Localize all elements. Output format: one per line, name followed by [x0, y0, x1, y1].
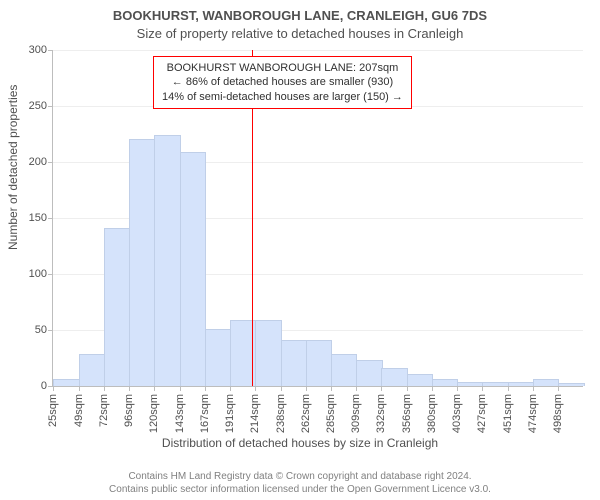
- xtick-mark: [533, 386, 534, 391]
- xtick-label: 25sqm: [47, 394, 59, 427]
- xtick-mark: [508, 386, 509, 391]
- ytick-mark: [48, 274, 53, 275]
- xtick-label: 167sqm: [199, 394, 211, 433]
- footer: Contains HM Land Registry data © Crown c…: [0, 470, 600, 496]
- xtick-label: 96sqm: [123, 394, 135, 427]
- xtick-label: 403sqm: [451, 394, 463, 433]
- histogram-bar: [129, 139, 155, 386]
- ytick-mark: [48, 386, 53, 387]
- histogram-bar: [53, 379, 79, 386]
- ytick-label: 250: [29, 100, 47, 112]
- ytick-mark: [48, 50, 53, 51]
- chart-plot-area: 05010015020025030025sqm49sqm72sqm96sqm12…: [52, 50, 583, 387]
- histogram-bar: [255, 320, 281, 386]
- xtick-mark: [180, 386, 181, 391]
- ytick-label: 200: [29, 156, 47, 168]
- histogram-bar: [356, 360, 382, 386]
- xtick-mark: [558, 386, 559, 391]
- xtick-mark: [457, 386, 458, 391]
- xtick-mark: [129, 386, 130, 391]
- xtick-mark: [79, 386, 80, 391]
- ytick-label: 100: [29, 268, 47, 280]
- xtick-mark: [306, 386, 307, 391]
- ytick-label: 50: [35, 324, 47, 336]
- xtick-mark: [407, 386, 408, 391]
- histogram-bar: [331, 354, 357, 386]
- ytick-label: 0: [41, 380, 47, 392]
- xtick-label: 498sqm: [552, 394, 564, 433]
- xtick-label: 191sqm: [224, 394, 236, 433]
- xtick-mark: [482, 386, 483, 391]
- histogram-bar: [533, 379, 559, 386]
- xtick-mark: [230, 386, 231, 391]
- ytick-label: 300: [29, 44, 47, 56]
- xtick-label: 120sqm: [148, 394, 160, 433]
- histogram-bar: [482, 382, 508, 386]
- info-box-line2: ← 86% of detached houses are smaller (93…: [162, 75, 403, 89]
- xtick-mark: [281, 386, 282, 391]
- histogram-bar: [281, 340, 307, 386]
- xtick-mark: [154, 386, 155, 391]
- info-box: BOOKHURST WANBOROUGH LANE: 207sqm ← 86% …: [153, 56, 412, 109]
- chart-title-line1: BOOKHURST, WANBOROUGH LANE, CRANLEIGH, G…: [0, 8, 600, 23]
- xtick-mark: [381, 386, 382, 391]
- histogram-bar: [205, 329, 231, 386]
- histogram-bar: [306, 340, 332, 386]
- xtick-mark: [104, 386, 105, 391]
- histogram-bar: [508, 382, 534, 386]
- xtick-mark: [205, 386, 206, 391]
- chart-title-line2: Size of property relative to detached ho…: [0, 26, 600, 41]
- ytick-mark: [48, 106, 53, 107]
- histogram-bar: [407, 374, 433, 386]
- histogram-bar: [104, 228, 130, 386]
- xtick-mark: [356, 386, 357, 391]
- grid-line: [53, 50, 583, 51]
- histogram-bar: [558, 383, 584, 386]
- ytick-mark: [48, 218, 53, 219]
- histogram-bar: [180, 152, 206, 386]
- xtick-label: 72sqm: [98, 394, 110, 427]
- ytick-mark: [48, 162, 53, 163]
- histogram-bar: [432, 379, 458, 386]
- histogram-bar: [79, 354, 105, 386]
- xtick-label: 356sqm: [401, 394, 413, 433]
- info-box-line1: BOOKHURST WANBOROUGH LANE: 207sqm: [162, 61, 403, 75]
- ytick-label: 150: [29, 212, 47, 224]
- histogram-bar: [457, 382, 483, 386]
- xtick-label: 143sqm: [174, 394, 186, 433]
- ytick-mark: [48, 330, 53, 331]
- histogram-bar: [154, 135, 180, 386]
- xtick-mark: [331, 386, 332, 391]
- xtick-label: 332sqm: [375, 394, 387, 433]
- xtick-label: 474sqm: [527, 394, 539, 433]
- xtick-label: 49sqm: [73, 394, 85, 427]
- xtick-label: 380sqm: [426, 394, 438, 433]
- histogram-bar: [381, 368, 407, 386]
- xtick-label: 285sqm: [325, 394, 337, 433]
- x-axis-label: Distribution of detached houses by size …: [0, 436, 600, 450]
- xtick-label: 451sqm: [502, 394, 514, 433]
- xtick-mark: [432, 386, 433, 391]
- footer-line2: Contains public sector information licen…: [0, 483, 600, 496]
- xtick-mark: [53, 386, 54, 391]
- xtick-label: 262sqm: [300, 394, 312, 433]
- xtick-label: 427sqm: [476, 394, 488, 433]
- info-box-line3: 14% of semi-detached houses are larger (…: [162, 90, 403, 104]
- xtick-mark: [255, 386, 256, 391]
- xtick-label: 214sqm: [249, 394, 261, 433]
- xtick-label: 309sqm: [350, 394, 362, 433]
- xtick-label: 238sqm: [275, 394, 287, 433]
- y-axis-label: Number of detached properties: [6, 85, 20, 250]
- footer-line1: Contains HM Land Registry data © Crown c…: [0, 470, 600, 483]
